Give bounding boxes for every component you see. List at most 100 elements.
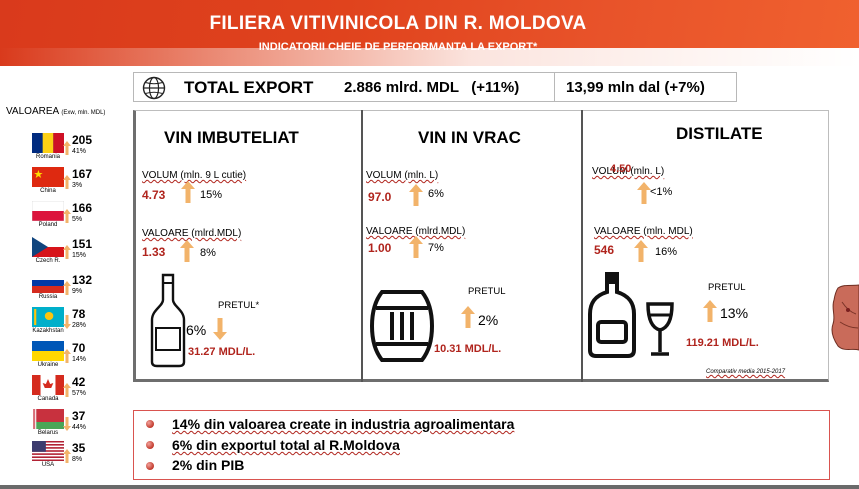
- country-row: Ukraine 70 14%: [22, 340, 112, 374]
- country-row: Russia 132 9%: [22, 272, 112, 306]
- arrow-up-icon: [63, 141, 71, 155]
- bulk-price-value: 10.31 MDL/L.: [434, 343, 502, 355]
- bottled-value-pct: 8%: [200, 247, 216, 259]
- bottled-value-label-text: VALOARE (mlrd.MDL): [142, 228, 242, 239]
- country-row: Czech R. 151 15%: [22, 236, 112, 270]
- distillates-value-pct: 16%: [655, 246, 678, 258]
- country-pct: 14%: [72, 356, 87, 363]
- country-name: Romania: [35, 154, 60, 160]
- country-name: Canada: [37, 396, 59, 402]
- arrow-up-icon: [63, 245, 71, 259]
- country-row: Canada 42 57%: [22, 374, 112, 408]
- country-row: Poland 166 5%: [22, 200, 112, 234]
- distillates-price-label: PRETUL: [708, 282, 746, 293]
- divider: [554, 73, 555, 101]
- flag-kazakhstan-icon: [32, 307, 64, 327]
- country-value: 78: [72, 307, 86, 321]
- country-value: 205: [72, 133, 93, 147]
- flag-poland-icon: [32, 201, 64, 221]
- bulk-value-value: 1.00: [368, 241, 392, 255]
- distillates-volume-label-text: VOLUM (mln. L): [592, 166, 665, 177]
- page-subtitle: INDICATORII CHEIE DE PERFORMANTA LA EXPO…: [258, 41, 538, 53]
- bottled-price-value: 31.27 MDL/L.: [188, 346, 256, 358]
- arrow-up-icon: [63, 383, 71, 397]
- total-export-label: TOTAL EXPORT: [184, 78, 314, 97]
- total-export-value: 2.886 mlrd. MDL (+11%): [344, 79, 520, 96]
- arrow-up-icon: [409, 236, 423, 258]
- bulk-volume-label: VOLUM (mln. L): [366, 170, 438, 181]
- bottled-volume-pct: 15%: [200, 189, 223, 201]
- country-value: 70: [72, 341, 86, 355]
- country-value: 35: [72, 441, 86, 455]
- country-row: Belarus 37 44%: [22, 408, 112, 442]
- arrow-down-icon: [63, 417, 71, 431]
- column-title-bulk: VIN IN VRAC: [418, 128, 521, 147]
- distillates-volume-pct: <1%: [650, 186, 673, 198]
- globe-icon: [142, 76, 166, 100]
- bottled-volume-value: 4.73: [142, 188, 166, 202]
- bullet-icon: [146, 420, 154, 428]
- bulk-value-label-text: VALOARE (mlrd.MDL): [366, 226, 466, 237]
- wine-bottle-icon: [150, 273, 186, 368]
- country-name: Russia: [38, 294, 58, 300]
- country-name: USA: [41, 462, 55, 468]
- product-categories-box: [133, 110, 829, 382]
- distillates-value-label-text: VALOARE (mln. MDL): [594, 226, 693, 237]
- country-pct: 3%: [72, 182, 83, 189]
- arrow-up-icon: [637, 182, 651, 204]
- bottled-volume-label-text: VOLUM (mln. 9 L cutie): [142, 170, 247, 181]
- banner-decoration: [0, 48, 859, 66]
- country-pct: 9%: [72, 288, 83, 295]
- arrow-up-icon: [634, 240, 648, 262]
- country-name: Poland: [38, 222, 58, 228]
- arrow-up-icon: [63, 281, 71, 295]
- country-pct: 15%: [72, 252, 87, 259]
- country-pct: 44%: [72, 424, 87, 431]
- countries-title-text: VALOAREA: [6, 106, 59, 117]
- country-value: 151: [72, 237, 93, 251]
- key-fact-item: 2% din PIB: [172, 457, 245, 473]
- bottom-border: [0, 485, 859, 489]
- arrow-up-icon: [63, 349, 71, 363]
- country-name: Czech R.: [35, 258, 61, 264]
- flag-ukraine-icon: [32, 341, 64, 361]
- key-facts-list: 14% din valoarea create in industria agr…: [133, 410, 830, 480]
- flag-usa-icon: [32, 441, 64, 461]
- country-row: USA 35 8%: [22, 440, 112, 474]
- key-fact-text: 6% din exportul total al R.Moldova: [172, 437, 400, 453]
- flag-czech-icon: [32, 237, 64, 257]
- arrow-up-icon: [63, 209, 71, 223]
- key-fact-item: 6% din exportul total al R.Moldova: [172, 437, 400, 453]
- country-value: 167: [72, 167, 93, 181]
- bottled-value-label: VALOARE (mlrd.MDL): [142, 228, 241, 239]
- distillates-price-pct: 13%: [720, 305, 749, 321]
- column-title-distillates: DISTILATE: [676, 124, 763, 143]
- arrow-down-icon: [213, 318, 227, 340]
- bulk-volume-label-text: VOLUM (mln. L): [366, 170, 439, 181]
- total-export-bar: TOTAL EXPORT 2.886 mlrd. MDL (+11%) 13,9…: [133, 72, 737, 102]
- bulk-value-pct: 7%: [428, 242, 444, 254]
- decanter-glass-icon: [588, 272, 674, 358]
- distillates-volume-label: VOLUM (mln. L): [592, 166, 664, 177]
- country-pct: 5%: [72, 216, 83, 223]
- source-note: Comparativ media 2015-2017: [706, 369, 785, 375]
- arrow-up-icon: [180, 240, 194, 262]
- map-fragment-image: [831, 284, 859, 351]
- arrow-up-icon: [181, 181, 195, 203]
- country-pct: 8%: [72, 456, 83, 463]
- arrow-up-icon: [63, 175, 71, 189]
- arrow-up-icon: [63, 449, 71, 463]
- source-note-text: Comparativ media 2015-2017: [706, 369, 786, 375]
- flag-romania-icon: [32, 133, 64, 153]
- bottled-volume-label: VOLUM (mln. 9 L cutie): [142, 170, 246, 181]
- distillates-price-value: 119.21 MDL/L.: [686, 337, 759, 349]
- country-row: Kazakhstan 78 28%: [22, 306, 112, 340]
- country-pct: 41%: [72, 148, 87, 155]
- flag-china-icon: [32, 167, 64, 187]
- column-divider: [581, 110, 583, 382]
- arrow-up-icon: [703, 300, 717, 322]
- column-divider: [361, 110, 363, 382]
- bullet-icon: [146, 441, 154, 449]
- distillates-volume-value: 4.50: [610, 163, 632, 175]
- bulk-price-pct: 2%: [478, 312, 499, 328]
